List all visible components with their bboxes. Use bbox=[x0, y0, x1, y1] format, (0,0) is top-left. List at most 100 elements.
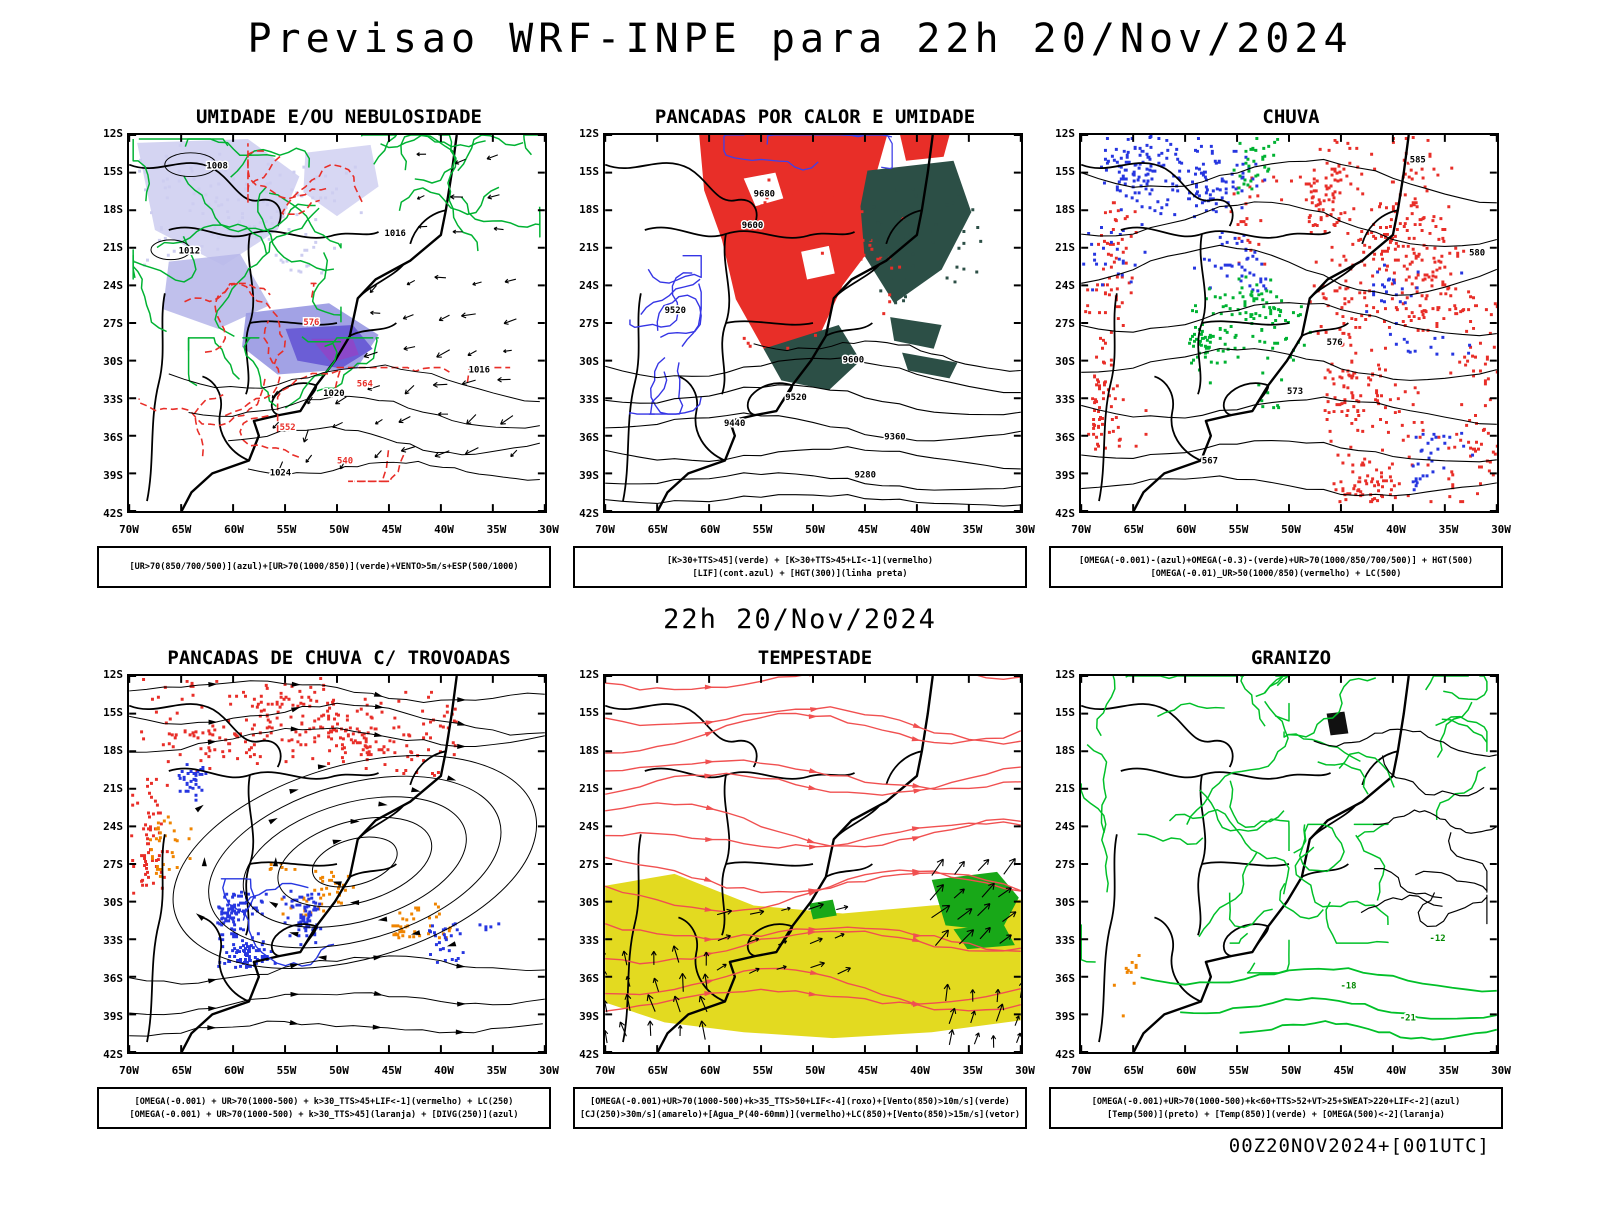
contour-lines bbox=[1081, 158, 1497, 497]
panel-title: PANCADAS DE CHUVA C/ TROVOADAS bbox=[167, 647, 511, 669]
page-title: Previsao WRF-INPE para 22h 20/Nov/2024 bbox=[247, 16, 1353, 62]
panel-chuva: CHUVA 12S 15S 18S 21S 24S 27S 30S 33S 36S 39S 42S … bbox=[1049, 106, 1511, 588]
coastline-borders bbox=[605, 676, 934, 1052]
lat-tick-label: 24S bbox=[1055, 279, 1075, 292]
lon-tick-label: 65W bbox=[1123, 1064, 1144, 1077]
lat-tick-label: 42S bbox=[579, 1048, 599, 1061]
lon-axis: 70W 65W 60W 55W 50W 45W 40W 35W 30W bbox=[1068, 1064, 1514, 1077]
weather-map-pancadas-calor: 9680 9600 9520 9600 9520 9440 9360 9280 bbox=[603, 133, 1023, 513]
contour-label: 9680 bbox=[754, 189, 775, 199]
lon-tick-label: 70W bbox=[1071, 523, 1091, 536]
lon-tick-label: 65W bbox=[1123, 523, 1144, 536]
contour-label: 564 bbox=[357, 379, 373, 389]
weather-map-tempestade bbox=[603, 674, 1023, 1054]
vectors-and-labels: 9680 9600 9520 9600 9520 9440 9360 9280 bbox=[663, 188, 907, 482]
lat-tick-label: 39S bbox=[579, 469, 599, 482]
lat-tick-label: 24S bbox=[103, 279, 123, 292]
lon-tick-label: 45W bbox=[381, 1064, 402, 1077]
frame-ticks bbox=[605, 135, 1021, 511]
lat-tick-label: 36S bbox=[103, 431, 123, 444]
contour-lines bbox=[1081, 676, 1497, 1041]
valid-time-label: 22h 20/Nov/2024 bbox=[663, 604, 937, 635]
lat-tick-label: 12S bbox=[579, 668, 599, 681]
panel-title: PANCADAS POR CALOR E UMIDADE bbox=[654, 106, 976, 128]
lon-tick-label: 55W bbox=[752, 1064, 773, 1077]
lat-tick-label: 33S bbox=[1055, 393, 1075, 406]
lon-tick-label: 35W bbox=[1438, 1064, 1459, 1077]
lon-tick-label: 30W bbox=[539, 1064, 559, 1077]
caption-line: [CJ(250)>30m/s](amarelo)+[Agua_P(40-60mm… bbox=[579, 1109, 1021, 1120]
lat-tick-label: 30S bbox=[1055, 896, 1075, 909]
contour-label: 580 bbox=[1469, 249, 1485, 259]
lon-tick-label: 35W bbox=[486, 1064, 507, 1077]
lat-tick-label: 12S bbox=[1055, 668, 1075, 681]
lon-tick-label: 50W bbox=[329, 1064, 349, 1077]
lon-tick-label: 55W bbox=[752, 523, 773, 536]
lon-tick-label: 55W bbox=[1228, 1064, 1249, 1077]
caption-line: [OMEGA(-0.001) + UR>70(1000-500) + k>30_… bbox=[134, 1096, 514, 1107]
map-row: 12S 15S 18S 21S 24S 27S 30S 33S 36S 39S 42S -12 -18… bbox=[1049, 668, 1503, 1061]
lon-tick-label: 45W bbox=[857, 523, 878, 536]
lon-tick-label: 65W bbox=[647, 523, 668, 536]
caption-box: [OMEGA(-0.001)-(azul)+OMEGA(-0.3)-(verde… bbox=[1049, 546, 1503, 588]
lat-tick-label: 18S bbox=[1055, 744, 1075, 757]
lon-axis: 70W 65W 60W 55W 50W 45W 40W 35W 30W bbox=[592, 1064, 1038, 1077]
contour-label: 1020 bbox=[323, 389, 344, 399]
lat-tick-label: 33S bbox=[1055, 934, 1075, 947]
lat-tick-label: 33S bbox=[103, 393, 123, 406]
contour-lines bbox=[132, 135, 541, 483]
contour-label: 585 bbox=[1410, 156, 1426, 166]
caption-line: [OMEGA(-0.001) + UR>70(1000-500) + k>30_… bbox=[129, 1109, 519, 1120]
lat-tick-label: 21S bbox=[579, 241, 599, 254]
panel-pancadas-trovoadas: PANCADAS DE CHUVA C/ TROVOADAS 12S 15S 18S… bbox=[97, 647, 559, 1129]
lon-tick-label: 60W bbox=[224, 523, 244, 536]
lat-tick-label: 12S bbox=[1055, 127, 1075, 140]
lon-tick-label: 50W bbox=[1281, 1064, 1301, 1077]
shaded-fields bbox=[699, 135, 983, 391]
lon-tick-label: 30W bbox=[539, 523, 559, 536]
panel-title: UMIDADE E/OU NEBULOSIDADE bbox=[196, 106, 482, 128]
frame-ticks bbox=[129, 135, 545, 511]
lat-tick-label: 18S bbox=[1055, 203, 1075, 216]
lat-tick-label: 39S bbox=[103, 1010, 123, 1023]
lon-tick-label: 30W bbox=[1491, 1064, 1511, 1077]
lat-tick-label: 39S bbox=[1055, 469, 1075, 482]
lat-tick-label: 27S bbox=[1055, 858, 1075, 871]
lat-tick-label: 42S bbox=[579, 507, 599, 520]
lat-tick-label: 21S bbox=[103, 241, 123, 254]
lon-tick-label: 70W bbox=[1071, 1064, 1091, 1077]
lat-tick-label: 18S bbox=[579, 744, 599, 757]
lat-tick-label: 27S bbox=[579, 317, 599, 330]
caption-line: [K>30+TTS>45](verde) + [K>30+TTS>45+LI<-… bbox=[666, 555, 934, 566]
panel-pancadas-calor: PANCADAS POR CALOR E UMIDADE 12S 15S 18S 21… bbox=[573, 106, 1035, 588]
contour-lines bbox=[129, 680, 545, 1037]
lon-tick-label: 70W bbox=[595, 523, 615, 536]
panel-grid-top: UMIDADE E/OU NEBULOSIDADE 12S 15S 18S 21S 24… bbox=[0, 106, 1600, 588]
map-row: 12S 15S 18S 21S 24S 27S 30S 33S 36S 39S 42S 9680 96… bbox=[573, 127, 1027, 520]
frame-ticks bbox=[1081, 135, 1497, 511]
panel-title: GRANIZO bbox=[1250, 647, 1332, 669]
lon-tick-label: 55W bbox=[1228, 523, 1249, 536]
vectors-and-labels: 585 580 576 573 567 bbox=[1200, 154, 1486, 468]
coastline-borders bbox=[605, 135, 934, 511]
lat-tick-label: 30S bbox=[1055, 355, 1075, 368]
lat-tick-label: 18S bbox=[103, 744, 123, 757]
lat-tick-label: 27S bbox=[1055, 317, 1075, 330]
lat-tick-label: 15S bbox=[579, 706, 599, 719]
lat-tick-label: 30S bbox=[103, 355, 123, 368]
lon-tick-label: 50W bbox=[329, 523, 349, 536]
lon-tick-label: 45W bbox=[381, 523, 402, 536]
lon-tick-label: 40W bbox=[434, 1064, 454, 1077]
lat-tick-label: 39S bbox=[579, 1010, 599, 1023]
lat-tick-label: 42S bbox=[1055, 507, 1075, 520]
lon-axis: 70W 65W 60W 55W 50W 45W 40W 35W 30W bbox=[1068, 523, 1514, 536]
lon-tick-label: 45W bbox=[857, 1064, 878, 1077]
caption-line: [OMEGA(-0.001)-(azul)+OMEGA(-0.3)-(verde… bbox=[1078, 555, 1474, 566]
panel-grid-bottom: PANCADAS DE CHUVA C/ TROVOADAS 12S 15S 18S… bbox=[0, 647, 1600, 1129]
shaded-fields bbox=[1082, 135, 1497, 504]
lon-tick-label: 40W bbox=[434, 523, 454, 536]
lat-tick-label: 36S bbox=[579, 972, 599, 985]
lon-tick-label: 60W bbox=[700, 1064, 720, 1077]
caption-line: [OMEGA(-0.001)+UR>70(1000-500)+k<60+TTS>… bbox=[1091, 1096, 1461, 1107]
lat-tick-label: 15S bbox=[1055, 165, 1075, 178]
